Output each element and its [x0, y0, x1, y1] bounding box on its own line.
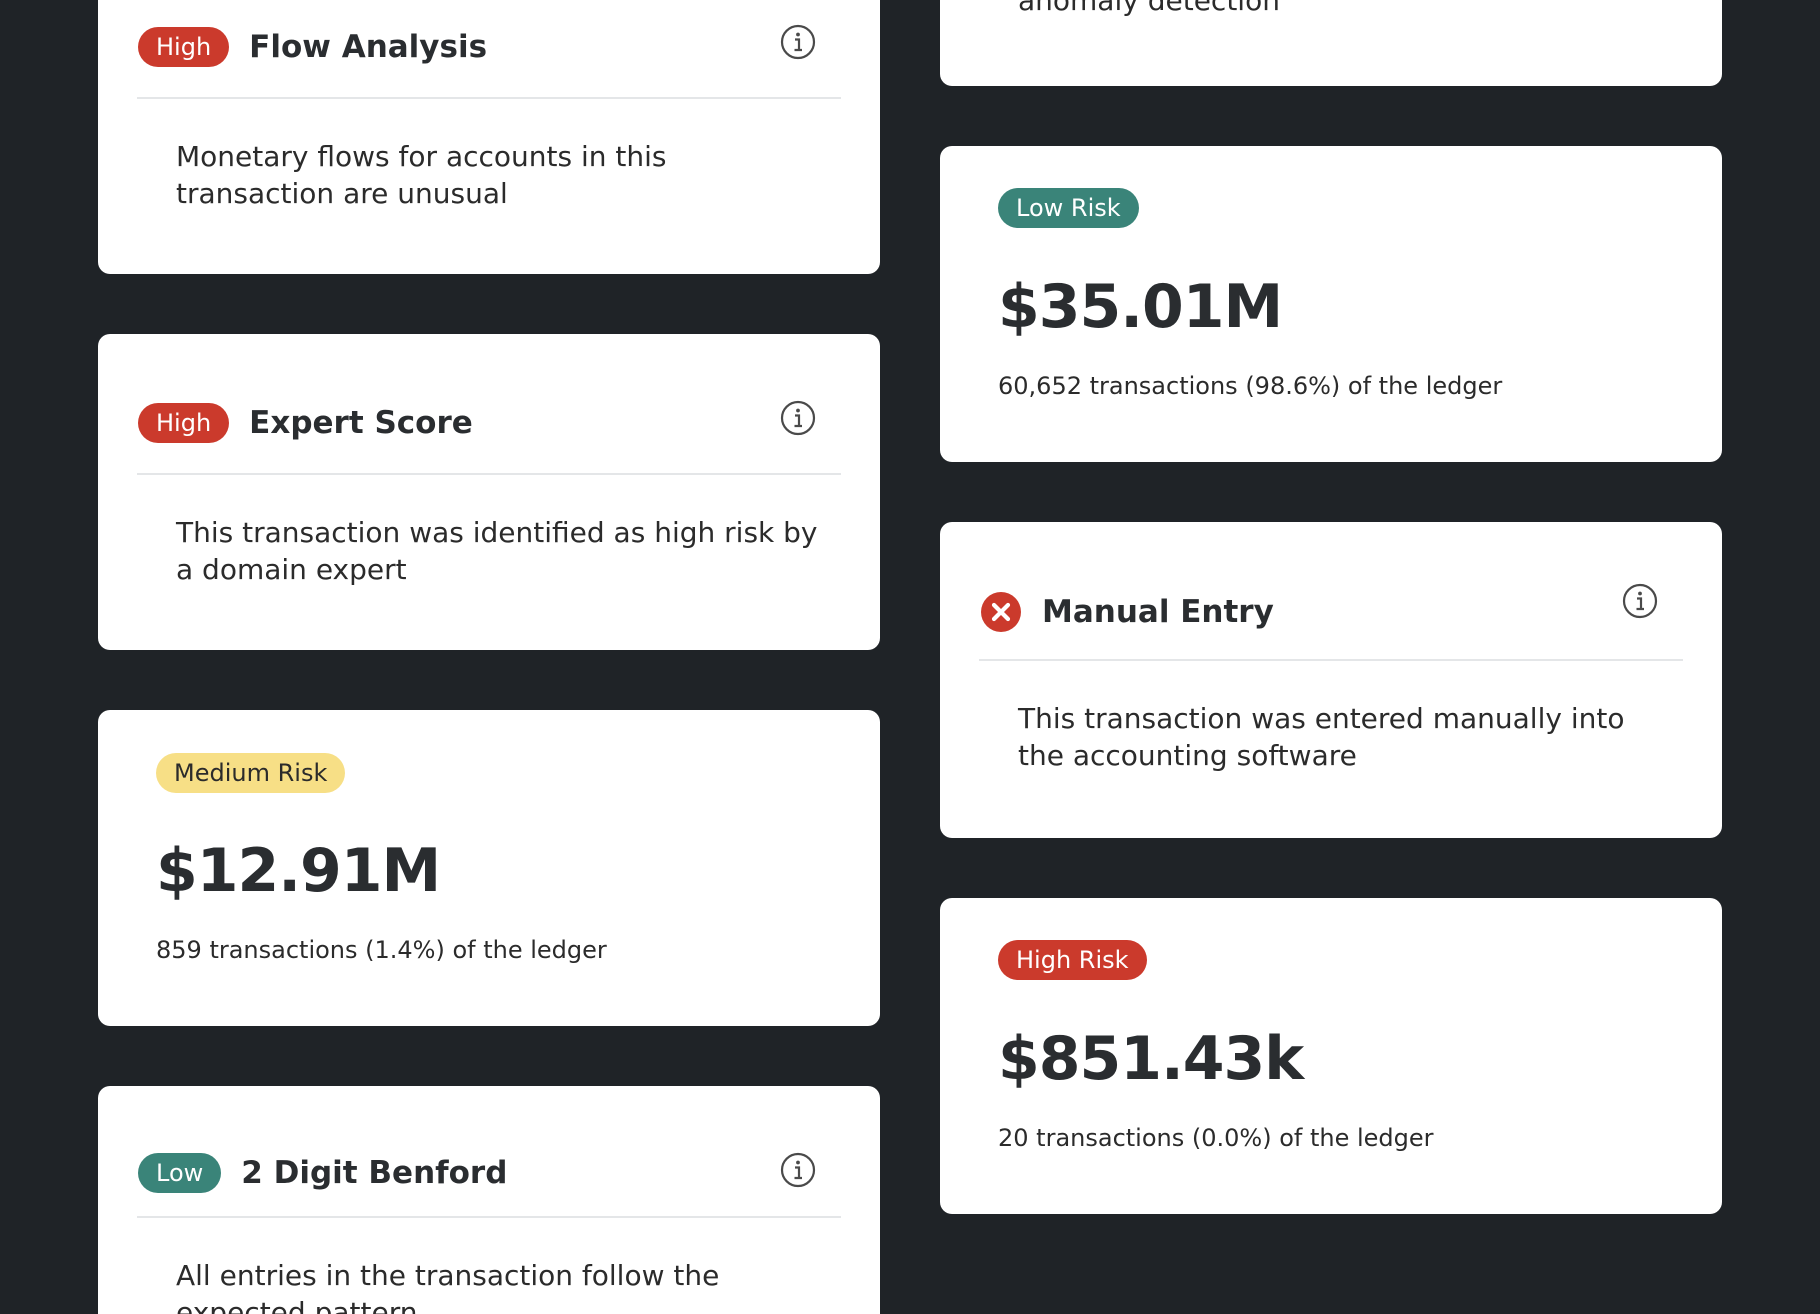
risk-summary-card-medium: Medium Risk $12.91M 859 transactions (1.… [98, 710, 880, 1026]
divider [979, 659, 1683, 661]
risk-amount: $35.01M [998, 272, 1283, 342]
factor-card-anomaly-detection: anomaly detection [940, 0, 1722, 86]
factor-card-benford: Low 2 Digit Benford All entries in the t… [98, 1086, 880, 1314]
factor-description: This transaction was entered manually in… [1018, 702, 1625, 772]
risk-amount: $851.43k [998, 1024, 1304, 1094]
info-icon[interactable] [1622, 583, 1658, 619]
divider [137, 1216, 841, 1218]
factor-card-header: High Flow Analysis [138, 19, 840, 75]
severity-badge: Low [138, 1153, 222, 1193]
factor-title: Flow Analysis [249, 29, 488, 65]
risk-caption: 60,652 transactions (98.6%) of the ledge… [998, 372, 1503, 400]
factor-card-flow-analysis: High Flow Analysis Monetary flows for ac… [98, 0, 880, 274]
divider [137, 473, 841, 475]
risk-caption: 20 transactions (0.0%) of the ledger [998, 1124, 1434, 1152]
factor-title: 2 Digit Benford [241, 1155, 508, 1191]
factor-card-header: High Expert Score [138, 395, 840, 451]
factor-description: This transaction was identified as high … [176, 516, 818, 586]
factor-title: Expert Score [249, 405, 473, 441]
factor-description: Monetary flows for accounts in this tran… [176, 140, 667, 210]
risk-badge: Low Risk [998, 188, 1139, 228]
factor-card-manual-entry: Manual Entry This transaction was entere… [940, 522, 1722, 838]
factor-card-header: Low 2 Digit Benford [138, 1145, 840, 1201]
severity-badge: High [138, 403, 230, 443]
info-icon[interactable] [780, 400, 816, 436]
info-icon[interactable] [780, 24, 816, 60]
risk-summary-card-high: High Risk $851.43k 20 transactions (0.0%… [940, 898, 1722, 1214]
factor-description: All entries in the transaction follow th… [176, 1259, 720, 1314]
divider [137, 97, 841, 99]
info-icon[interactable] [780, 1152, 816, 1188]
severity-badge: High [138, 27, 230, 67]
x-circle-icon [981, 592, 1021, 632]
risk-summary-card-low: Low Risk $35.01M 60,652 transactions (98… [940, 146, 1722, 462]
factor-description: anomaly detection [1018, 0, 1280, 17]
factor-card-header: Manual Entry [980, 576, 1682, 648]
risk-caption: 859 transactions (1.4%) of the ledger [156, 936, 607, 964]
factor-card-expert-score: High Expert Score This transaction was i… [98, 334, 880, 650]
factor-title: Manual Entry [1042, 594, 1274, 630]
risk-badge: Medium Risk [156, 753, 346, 793]
risk-badge: High Risk [998, 940, 1147, 980]
risk-amount: $12.91M [156, 836, 441, 906]
